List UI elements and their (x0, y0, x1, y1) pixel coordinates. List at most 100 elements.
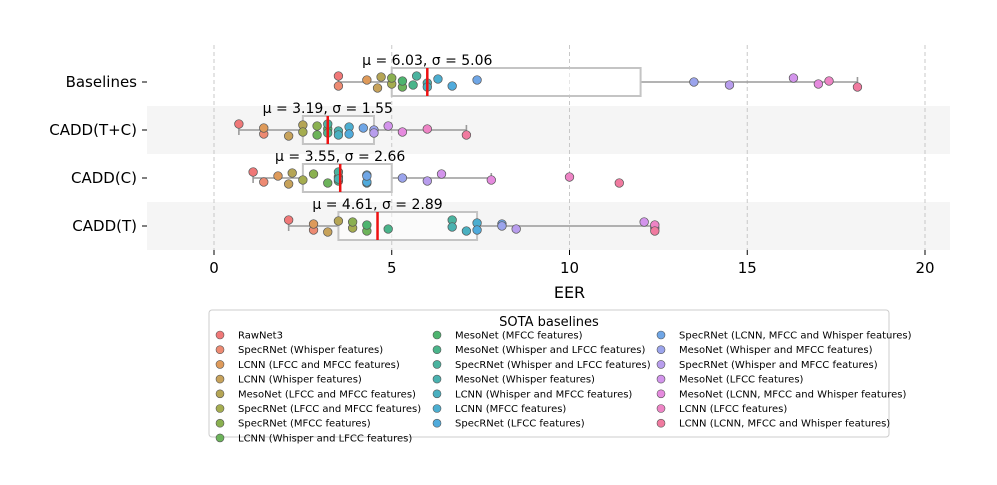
legend-label: SpecRNet (LFCC and MFCC features) (238, 404, 421, 415)
legend-item: SpecRNet (LFCC and MFCC features) (215, 404, 421, 415)
legend-label: SpecRNet (LFCC features) (455, 419, 585, 430)
legend-label: MesoNet (LFCC and MFCC features) (238, 389, 416, 400)
data-point (486, 175, 496, 185)
data-point (497, 221, 507, 231)
legend-marker (215, 433, 225, 443)
data-point (333, 81, 344, 91)
series-row: CADD(T) μ = 4.61, σ = 2.89 (72, 197, 660, 241)
data-point (824, 76, 834, 86)
legend-item: LCNN (LFCC features) (656, 404, 787, 415)
series-rows: Baselines μ = 6.03, σ = 5.06 CADD(T+C) μ = … (49, 53, 863, 241)
data-point (852, 82, 863, 92)
data-point (383, 224, 393, 234)
legend-label: MesoNet (MFCC features) (455, 331, 583, 342)
legend-title: SOTA baselines (499, 315, 599, 330)
legend-marker (656, 374, 666, 384)
data-point (284, 179, 294, 189)
data-point (447, 222, 457, 232)
legend-item: MesoNet (LCNN, MFCC and Whisper features… (656, 389, 906, 400)
legend-item: LCNN (Whisper features) (215, 374, 362, 386)
legend-item: SpecRNet (Whisper features) (215, 345, 383, 356)
legend-item: LCNN (Whisper and LFCC features) (215, 433, 412, 444)
stat-label: μ = 4.61, σ = 2.89 (312, 197, 442, 213)
legend-marker (432, 418, 442, 428)
legend-marker (215, 345, 225, 355)
legend-label: SpecRNet (Whisper and MFCC features) (679, 360, 878, 371)
x-tick-label: 5 (387, 259, 397, 277)
series-row: Baselines μ = 6.03, σ = 5.06 (66, 53, 863, 97)
data-point (344, 129, 354, 139)
data-point (614, 178, 624, 188)
legend-label: MesoNet (LCNN, MFCC and Whisper features… (679, 389, 906, 400)
legend-label: MesoNet (Whisper and MFCC features) (679, 345, 873, 356)
data-point (447, 81, 457, 91)
legend-marker (215, 418, 225, 428)
data-point (689, 77, 699, 87)
legend-item: MesoNet (Whisper and MFCC features) (656, 345, 873, 356)
legend-label: LCNN (MFCC features) (455, 404, 566, 415)
box (301, 163, 393, 193)
data-point (461, 130, 472, 140)
legend-item: SpecRNet (LFCC features) (432, 418, 585, 430)
legend-marker (656, 330, 666, 340)
legend-label: LCNN (Whisper and LFCC features) (238, 433, 412, 444)
legend-marker (432, 404, 442, 413)
data-point (472, 75, 482, 85)
legend-item: RawNet3 (215, 331, 283, 342)
data-point (333, 130, 344, 140)
data-point (358, 123, 368, 133)
data-point (347, 217, 358, 227)
legend-item: LCNN (Whisper and MFCC features) (432, 389, 632, 400)
legend-marker (432, 360, 442, 369)
legend-label: LCNN (Whisper features) (238, 375, 362, 386)
data-point (312, 130, 322, 140)
legend-marker (432, 330, 442, 340)
data-point (287, 168, 297, 178)
legend-label: RawNet3 (238, 331, 283, 342)
data-point (259, 177, 269, 187)
legend-marker (215, 374, 225, 384)
data-point (472, 225, 482, 235)
legend-item: MesoNet (LFCC features) (656, 374, 804, 386)
data-point (248, 167, 258, 177)
data-point (362, 75, 372, 85)
stat-label: μ = 3.19, σ = 1.55 (263, 101, 393, 117)
legend-marker (656, 404, 666, 413)
data-point (308, 169, 319, 179)
data-point (511, 224, 521, 234)
legend-marker (215, 360, 225, 369)
data-point (298, 127, 308, 137)
stat-label: μ = 6.03, σ = 5.06 (362, 53, 492, 69)
category-label: Baselines (66, 73, 138, 91)
x-tick-label: 0 (209, 259, 219, 277)
x-axis: 0 5 10 15 20 (209, 250, 935, 277)
series-row: CADD(C) μ = 3.55, σ = 2.66 (71, 149, 624, 193)
legend-marker (656, 418, 666, 428)
data-point (259, 123, 269, 133)
legend-marker (215, 404, 225, 413)
data-point (372, 83, 383, 93)
data-point (788, 73, 799, 83)
legend-label: MesoNet (LFCC features) (679, 375, 804, 386)
legend-item: MesoNet (Whisper features) (432, 374, 595, 386)
legend-item: SpecRNet (LCNN, MFCC and Whisper feature… (656, 330, 912, 342)
x-axis-label: EER (554, 283, 585, 302)
category-label: CADD(C) (71, 169, 137, 187)
legend-label: MesoNet (Whisper features) (455, 375, 595, 386)
data-point (422, 176, 432, 186)
data-point (369, 128, 379, 138)
legend-label: LCNN (Whisper and MFCC features) (455, 389, 632, 400)
legend-item: SpecRNet (Whisper and MFCC features) (656, 360, 878, 371)
legend-label: SpecRNet (Whisper features) (238, 345, 383, 356)
data-point (650, 226, 660, 236)
x-tick-label: 20 (915, 259, 934, 277)
legend-item: SpecRNet (Whisper and LFCC features) (432, 360, 651, 371)
legend-marker (432, 374, 442, 384)
data-point (387, 73, 397, 83)
data-point (333, 71, 344, 81)
data-point (234, 119, 244, 129)
legend-item: LCNN (LFCC and MFCC features) (215, 360, 400, 371)
data-point (813, 79, 823, 89)
data-point (461, 226, 472, 236)
data-point (312, 121, 322, 131)
